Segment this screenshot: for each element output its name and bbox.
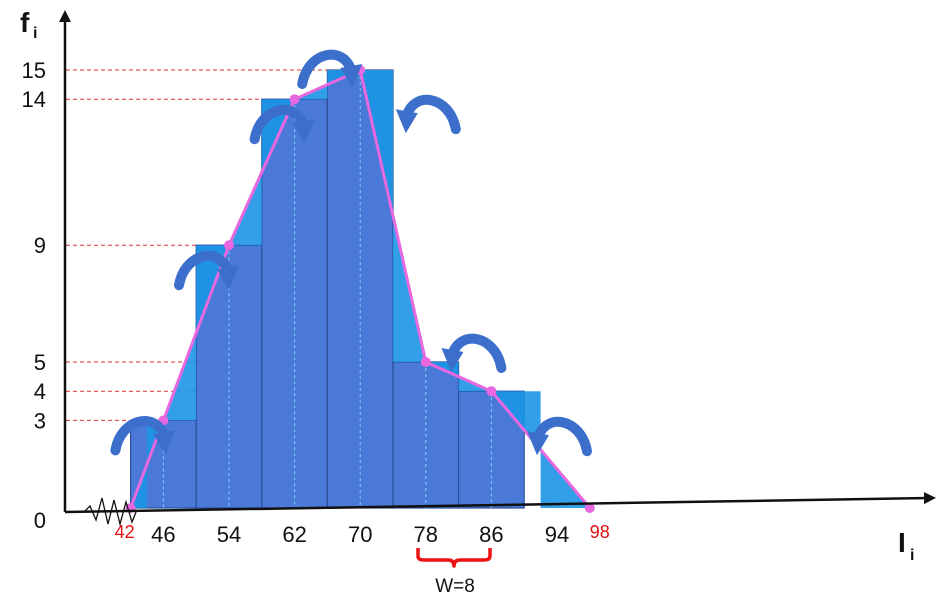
x-tick-label: 78 xyxy=(414,522,438,547)
curved-arrow-head xyxy=(217,265,239,290)
polygon-vertex xyxy=(224,240,234,251)
y-tick-label: 3 xyxy=(34,408,46,433)
curved-arrow-head xyxy=(527,431,549,456)
curved-arrow-head xyxy=(153,430,176,455)
polygon-line xyxy=(129,67,591,509)
x-axis-label: I xyxy=(898,527,906,558)
bar-center-lines xyxy=(162,70,492,508)
curved-arrow-head xyxy=(395,109,418,134)
polygon-vertex xyxy=(289,94,300,105)
x-tick-label-red: 98 xyxy=(590,522,610,542)
y-tick-label: 4 xyxy=(34,379,46,404)
y-tick-label: 9 xyxy=(34,233,46,258)
curved-arrow-stroke xyxy=(532,416,592,457)
axis-break-icon xyxy=(83,497,137,527)
curved-arrow-stroke xyxy=(297,49,358,89)
x-tick-label: 54 xyxy=(217,522,241,547)
y-tick-label: 14 xyxy=(22,87,46,112)
curved-arrow-icon xyxy=(441,333,507,373)
y-tick-label: 15 xyxy=(22,58,46,83)
curved-arrow-stroke xyxy=(110,416,171,456)
curved-arrow-icon xyxy=(297,49,363,89)
curved-arrow-icon xyxy=(249,104,315,145)
y-tick-labels: 0 3 4 5 9 14 15 xyxy=(22,58,46,533)
curved-arrow-icon xyxy=(527,416,592,457)
x-tick-label: 62 xyxy=(282,522,306,547)
x-tick-label: 94 xyxy=(545,522,569,547)
curved-arrow-stroke xyxy=(174,250,234,291)
frequency-polygon xyxy=(125,65,595,513)
curved-arrow-head xyxy=(292,119,315,144)
polygon-vertex xyxy=(420,357,431,367)
x-tick-label: 86 xyxy=(479,522,503,547)
y-tick-label: 0 xyxy=(34,508,46,533)
x-tick-label-red: 42 xyxy=(115,522,135,542)
class-width-label: W=8 xyxy=(435,576,475,597)
curved-arrow-icon xyxy=(110,416,176,456)
curved-arrows xyxy=(110,49,592,457)
x-axis-label-subscript: i xyxy=(910,547,914,564)
curved-arrow-stroke xyxy=(249,104,310,145)
x-tick-labels: 46 54 62 70 78 86 94 42 98 xyxy=(115,522,610,547)
curved-arrow-icon xyxy=(174,250,239,291)
histogram-bars xyxy=(130,69,525,509)
curved-arrow-stroke xyxy=(446,333,507,373)
polygon-vertex xyxy=(486,386,497,397)
curved-arrow-icon xyxy=(395,94,461,135)
curved-arrow-head xyxy=(340,64,363,88)
polygon-vertex xyxy=(584,503,595,513)
y-tick-label: 5 xyxy=(34,350,46,375)
y-axis-label: f xyxy=(20,7,30,38)
curved-arrow-head xyxy=(441,348,464,372)
x-tick-label: 46 xyxy=(151,522,175,547)
y-axis-label-subscript: i xyxy=(33,25,37,42)
curved-arrow-stroke xyxy=(400,94,461,135)
x-tick-label: 70 xyxy=(348,522,372,547)
class-width-bracket xyxy=(416,548,492,568)
x-axis xyxy=(64,492,936,514)
